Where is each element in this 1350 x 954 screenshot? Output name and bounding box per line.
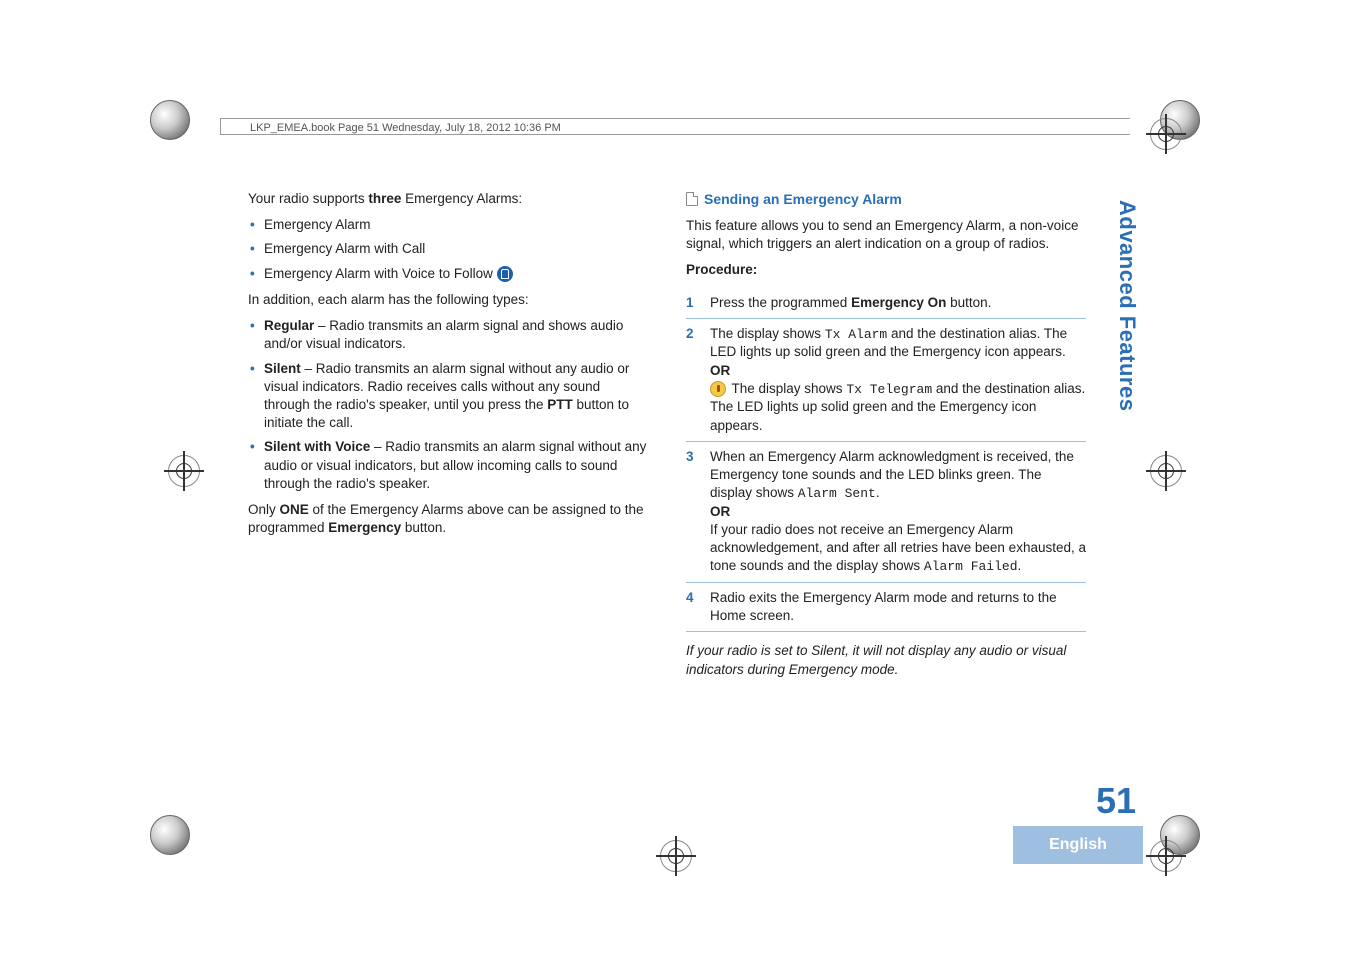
language-tab: English bbox=[1013, 826, 1143, 864]
text: The display shows bbox=[728, 381, 846, 396]
text: Only bbox=[248, 502, 280, 517]
note-italic: If your radio is set to Silent, it will … bbox=[686, 642, 1086, 678]
footer-line: Only ONE of the Emergency Alarms above c… bbox=[248, 501, 648, 537]
text: Press the programmed bbox=[710, 295, 851, 310]
step-body: Press the programmed Emergency On button… bbox=[710, 294, 1086, 312]
types-intro: In addition, each alarm has the followin… bbox=[248, 291, 648, 309]
text-bold: three bbox=[368, 191, 401, 206]
feature-icon bbox=[497, 266, 513, 282]
section-title: Sending an Emergency Alarm bbox=[686, 190, 1086, 209]
registration-mark bbox=[1150, 840, 1182, 872]
running-head: LKP_EMEA.book Page 51 Wednesday, July 18… bbox=[250, 122, 561, 134]
or-label: OR bbox=[710, 504, 730, 519]
alarm-list: Emergency Alarm Emergency Alarm with Cal… bbox=[248, 216, 648, 283]
text-bold: Emergency On bbox=[851, 295, 946, 310]
list-item: Emergency Alarm with Call bbox=[248, 240, 648, 258]
list-item: Silent – Radio transmits an alarm signal… bbox=[248, 360, 648, 433]
side-tab: Advanced Features bbox=[1114, 200, 1142, 840]
mono-text: Tx Alarm bbox=[825, 327, 887, 342]
text: Emergency Alarm with Voice to Follow bbox=[264, 266, 493, 281]
text: . bbox=[876, 485, 880, 500]
registration-mark bbox=[1150, 118, 1182, 150]
or-label: OR bbox=[710, 363, 730, 378]
intro-line: Your radio supports three Emergency Alar… bbox=[248, 190, 648, 208]
text: If your radio does not receive an Emerge… bbox=[710, 522, 1086, 573]
text-bold: Emergency bbox=[328, 520, 401, 535]
procedure-step: 1 Press the programmed Emergency On butt… bbox=[686, 288, 1086, 319]
list-item: Emergency Alarm bbox=[248, 216, 648, 234]
step-number: 4 bbox=[686, 589, 700, 625]
procedure-step: 2 The display shows Tx Alarm and the des… bbox=[686, 319, 1086, 442]
type-name: Silent bbox=[264, 361, 301, 376]
document-icon bbox=[686, 192, 698, 206]
type-desc: – Radio transmits an alarm signal and sh… bbox=[264, 318, 623, 351]
step-number: 2 bbox=[686, 325, 700, 435]
text: The display shows bbox=[710, 326, 825, 341]
registration-mark bbox=[168, 455, 200, 487]
step-body: Radio exits the Emergency Alarm mode and… bbox=[710, 589, 1086, 625]
header-rule bbox=[220, 118, 1130, 119]
procedure-step: 4 Radio exits the Emergency Alarm mode a… bbox=[686, 583, 1086, 632]
page-number: 51 bbox=[1096, 780, 1136, 822]
step-body: When an Emergency Alarm acknowledgment i… bbox=[710, 448, 1086, 576]
step-number: 1 bbox=[686, 294, 700, 312]
registration-mark bbox=[1150, 455, 1182, 487]
section-intro: This feature allows you to send an Emerg… bbox=[686, 217, 1086, 253]
mono-text: Tx Telegram bbox=[846, 382, 932, 397]
text: Your radio supports bbox=[248, 191, 368, 206]
type-name: Regular bbox=[264, 318, 314, 333]
section-title-text: Sending an Emergency Alarm bbox=[704, 190, 902, 209]
text: button. bbox=[946, 295, 991, 310]
section-side-title: Advanced Features bbox=[1114, 200, 1140, 411]
text-bold: PTT bbox=[547, 397, 573, 412]
type-name: Silent with Voice bbox=[264, 439, 370, 454]
text: Emergency Alarms: bbox=[401, 191, 522, 206]
list-item: Emergency Alarm with Voice to Follow bbox=[248, 265, 648, 283]
mono-text: Alarm Sent bbox=[798, 486, 876, 501]
print-knob-bl bbox=[150, 815, 190, 855]
right-column: Sending an Emergency Alarm This feature … bbox=[686, 190, 1086, 687]
header-rule bbox=[220, 118, 221, 134]
step-number: 3 bbox=[686, 448, 700, 576]
signal-icon bbox=[710, 381, 726, 397]
text: When an Emergency Alarm acknowledgment i… bbox=[710, 449, 1074, 500]
types-list: Regular – Radio transmits an alarm signa… bbox=[248, 317, 648, 493]
page-content: Your radio supports three Emergency Alar… bbox=[248, 190, 1108, 687]
mono-text: Alarm Failed bbox=[924, 559, 1018, 574]
text: button. bbox=[401, 520, 446, 535]
text-bold: ONE bbox=[280, 502, 309, 517]
list-item: Regular – Radio transmits an alarm signa… bbox=[248, 317, 648, 353]
procedure-label: Procedure: bbox=[686, 261, 1086, 279]
list-item: Silent with Voice – Radio transmits an a… bbox=[248, 438, 648, 493]
registration-mark bbox=[660, 840, 692, 872]
text: . bbox=[1018, 558, 1022, 573]
left-column: Your radio supports three Emergency Alar… bbox=[248, 190, 648, 687]
step-body: The display shows Tx Alarm and the desti… bbox=[710, 325, 1086, 435]
print-knob-tl bbox=[150, 100, 190, 140]
procedure-step: 3 When an Emergency Alarm acknowledgment… bbox=[686, 442, 1086, 583]
header-rule bbox=[220, 134, 1130, 135]
